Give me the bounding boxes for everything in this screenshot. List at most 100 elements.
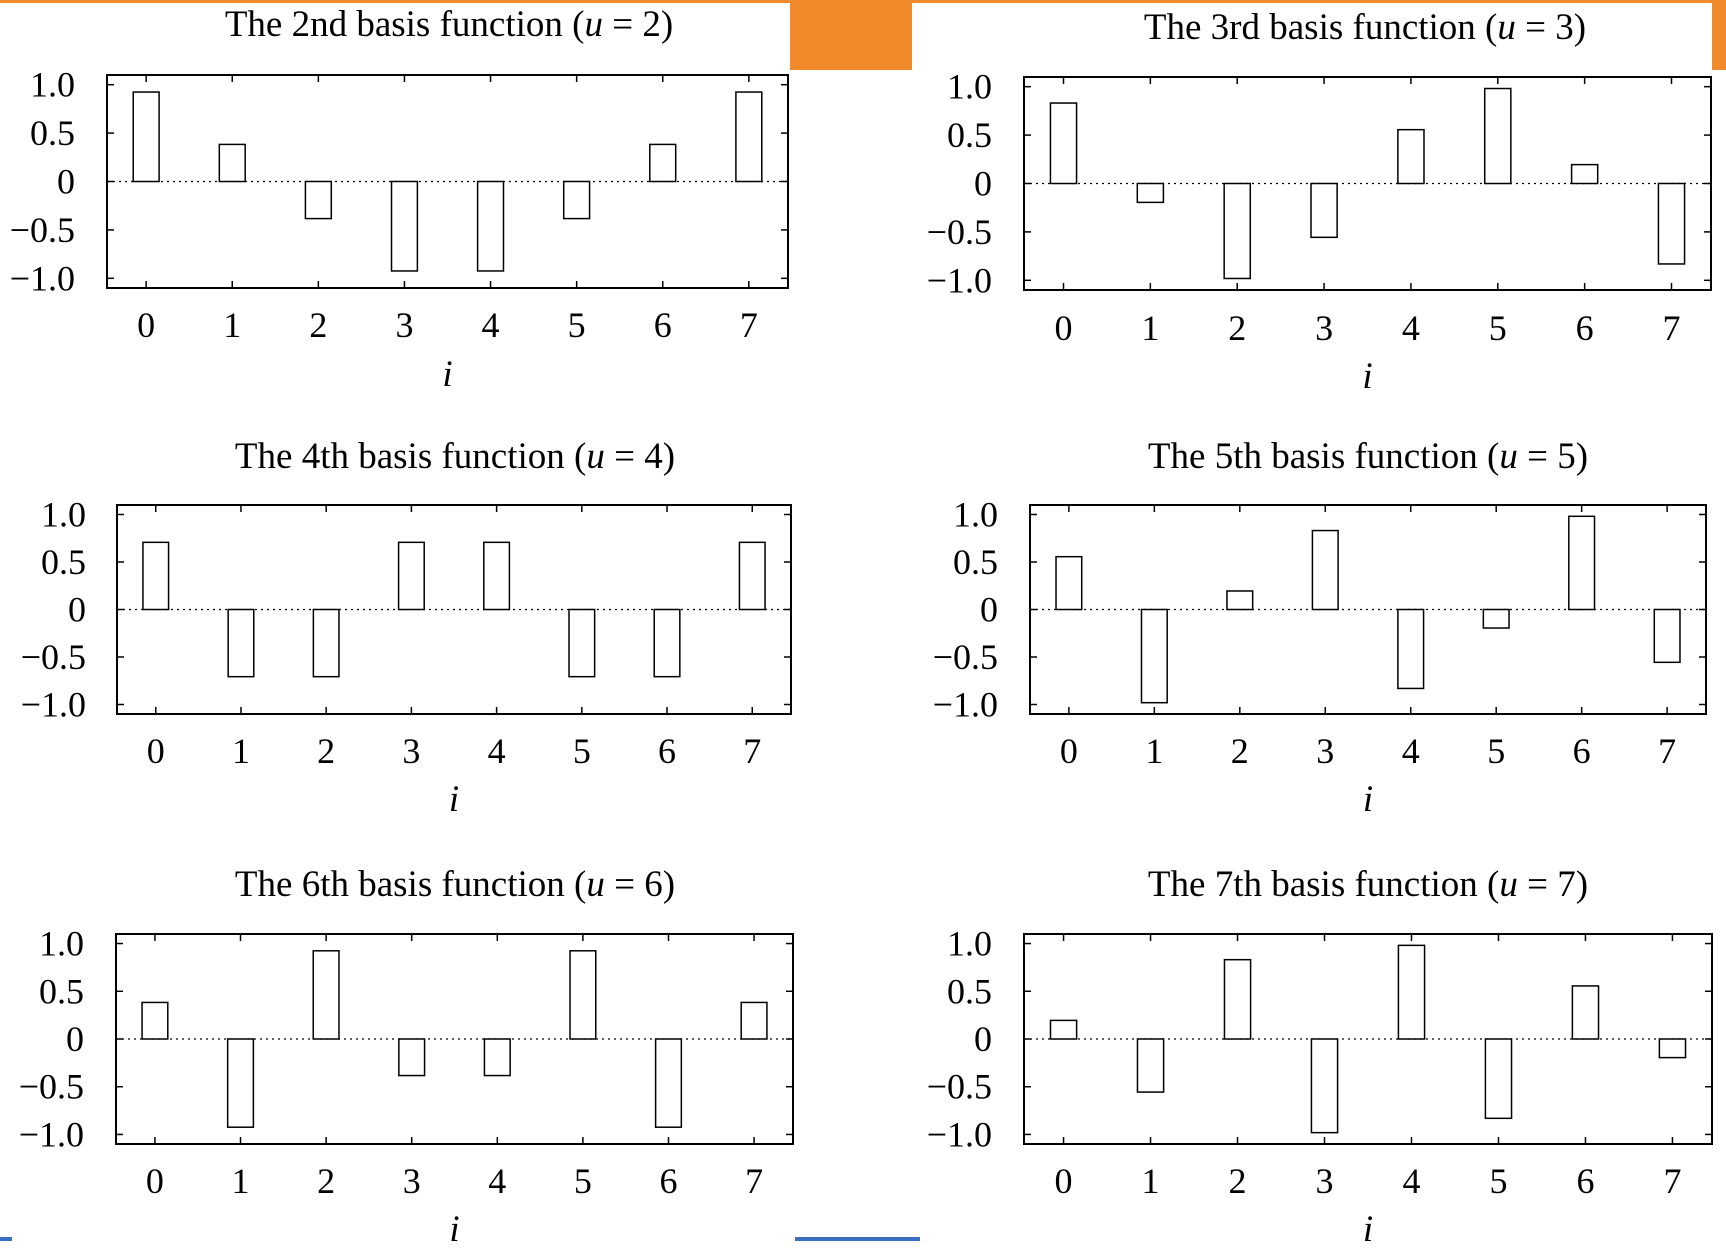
x-tick-label: 4 — [1402, 731, 1420, 771]
y-tick-label: 0.5 — [39, 971, 84, 1011]
chart-title-text: The 3rd basis function ( — [1144, 7, 1497, 48]
bar — [1310, 1038, 1339, 1134]
x-tick-label: 4 — [482, 305, 500, 345]
x-tick-label: 2 — [317, 1161, 335, 1201]
orange-accent-block — [790, 0, 912, 70]
bar — [649, 143, 677, 183]
chart-title-variable: u — [584, 4, 603, 45]
x-tick-label: 6 — [1573, 731, 1591, 771]
bar — [304, 180, 333, 220]
bar — [1658, 1038, 1687, 1059]
x-tick-label: 5 — [1489, 1161, 1507, 1201]
x-axis-label: i — [1362, 356, 1372, 397]
chart-title-text: The 5th basis function ( — [1148, 436, 1499, 477]
chart-title-variable: u — [1499, 436, 1518, 477]
x-tick-label: 6 — [1576, 1161, 1594, 1201]
bar — [1311, 529, 1339, 611]
chart-title: The 2nd basis function (u = 2) — [225, 4, 673, 45]
chart-title: The 7th basis function (u = 7) — [1148, 864, 1588, 905]
bar — [1397, 128, 1425, 185]
plot-frame — [115, 933, 794, 1145]
chart-title-text: The 2nd basis function ( — [225, 4, 585, 45]
bar — [1568, 515, 1596, 611]
chart-title-suffix: = 3) — [1516, 7, 1586, 48]
y-tick-label: −1.0 — [927, 1114, 992, 1154]
bar — [1226, 590, 1254, 611]
x-tick-label: 5 — [1487, 731, 1505, 771]
bar — [227, 608, 255, 678]
bar — [562, 180, 591, 220]
y-tick-label: 0.5 — [30, 113, 75, 153]
chart-panel-u4: The 4th basis function (u = 4) 1.0 0.5 0 −0.… — [0, 420, 860, 820]
bar — [1140, 608, 1168, 704]
orange-accent-line — [912, 0, 1726, 3]
bar — [132, 91, 160, 183]
x-tick-label: 0 — [1060, 731, 1078, 771]
x-tick-label: 1 — [1145, 731, 1163, 771]
bar — [1049, 102, 1078, 185]
chart-u3: The 3rd basis function (u = 3) 1.0 0.5 0 −0.… — [927, 7, 1712, 397]
bar — [397, 541, 425, 611]
chart-title-text: The 4th basis function ( — [235, 436, 586, 477]
x-tick-label: 3 — [402, 731, 420, 771]
x-tick-label: 1 — [232, 1161, 250, 1201]
x-tick-label: 4 — [488, 731, 506, 771]
x-tick-label: 5 — [1489, 308, 1507, 348]
chart-title-text: The 6th basis function ( — [235, 864, 586, 905]
x-tick-label: 7 — [1658, 731, 1676, 771]
y-tick-label: −0.5 — [19, 1067, 84, 1107]
x-tick-label: 4 — [488, 1161, 506, 1201]
bar — [1483, 87, 1512, 185]
chart-title: The 3rd basis function (u = 3) — [1144, 7, 1586, 48]
x-tick-label: 0 — [1055, 308, 1073, 348]
blue-accent-line — [795, 1237, 920, 1241]
x-tick-label: 4 — [1402, 308, 1420, 348]
chart-u2: The 2nd basis function (u = 2) 1.0 0.5 0 −0.… — [10, 4, 789, 395]
bar — [142, 541, 170, 611]
y-tick-label: 0.5 — [947, 115, 992, 155]
bar — [1482, 608, 1510, 629]
x-tick-label: 6 — [658, 731, 676, 771]
y-tick-label: 1.0 — [39, 924, 84, 964]
bar — [226, 1038, 255, 1128]
y-tick-label: 1.0 — [947, 67, 992, 107]
bar — [568, 608, 596, 678]
x-tick-label: 0 — [137, 305, 155, 345]
x-tick-label: 2 — [1229, 1161, 1247, 1201]
chart-u6: The 6th basis function (u = 6) 1.0 0.5 0 −0.… — [19, 864, 794, 1250]
bar — [653, 608, 681, 678]
chart-title-suffix: = 5) — [1518, 436, 1588, 477]
x-tick-label: 3 — [1316, 1161, 1334, 1201]
blue-accent-line — [0, 1237, 12, 1241]
x-tick-label: 7 — [740, 305, 758, 345]
bar — [1136, 182, 1165, 204]
y-tick-label: 1.0 — [947, 924, 992, 964]
chart-title: The 4th basis function (u = 4) — [235, 436, 675, 477]
y-tick-label: −1.0 — [10, 258, 75, 298]
y-tick-label: 0.5 — [41, 542, 86, 582]
x-tick-label: 5 — [574, 1161, 592, 1201]
y-tick-label: 1.0 — [41, 495, 86, 535]
x-tick-label: 7 — [743, 731, 761, 771]
orange-accent-side — [1712, 0, 1726, 70]
bar — [1049, 1019, 1078, 1040]
bar — [740, 1001, 768, 1040]
bar — [1484, 1038, 1513, 1120]
bar — [483, 541, 511, 611]
bar — [312, 950, 340, 1040]
bar — [312, 608, 340, 678]
bar — [141, 1001, 169, 1040]
y-tick-label: 1.0 — [953, 495, 998, 535]
x-tick-label: 6 — [659, 1161, 677, 1201]
y-tick-label: −0.5 — [927, 212, 992, 252]
bar — [1397, 944, 1426, 1040]
bar — [1223, 182, 1252, 280]
y-tick-label: 0 — [980, 590, 998, 630]
chart-panel-u2: The 2nd basis function (u = 2) 1.0 0.5 0 −0.… — [0, 0, 860, 400]
bar — [476, 180, 505, 272]
bar — [1136, 1038, 1165, 1093]
x-tick-label: 3 — [1315, 308, 1333, 348]
x-tick-label: 0 — [147, 731, 165, 771]
bar — [390, 180, 419, 272]
y-tick-label: −0.5 — [21, 637, 86, 677]
